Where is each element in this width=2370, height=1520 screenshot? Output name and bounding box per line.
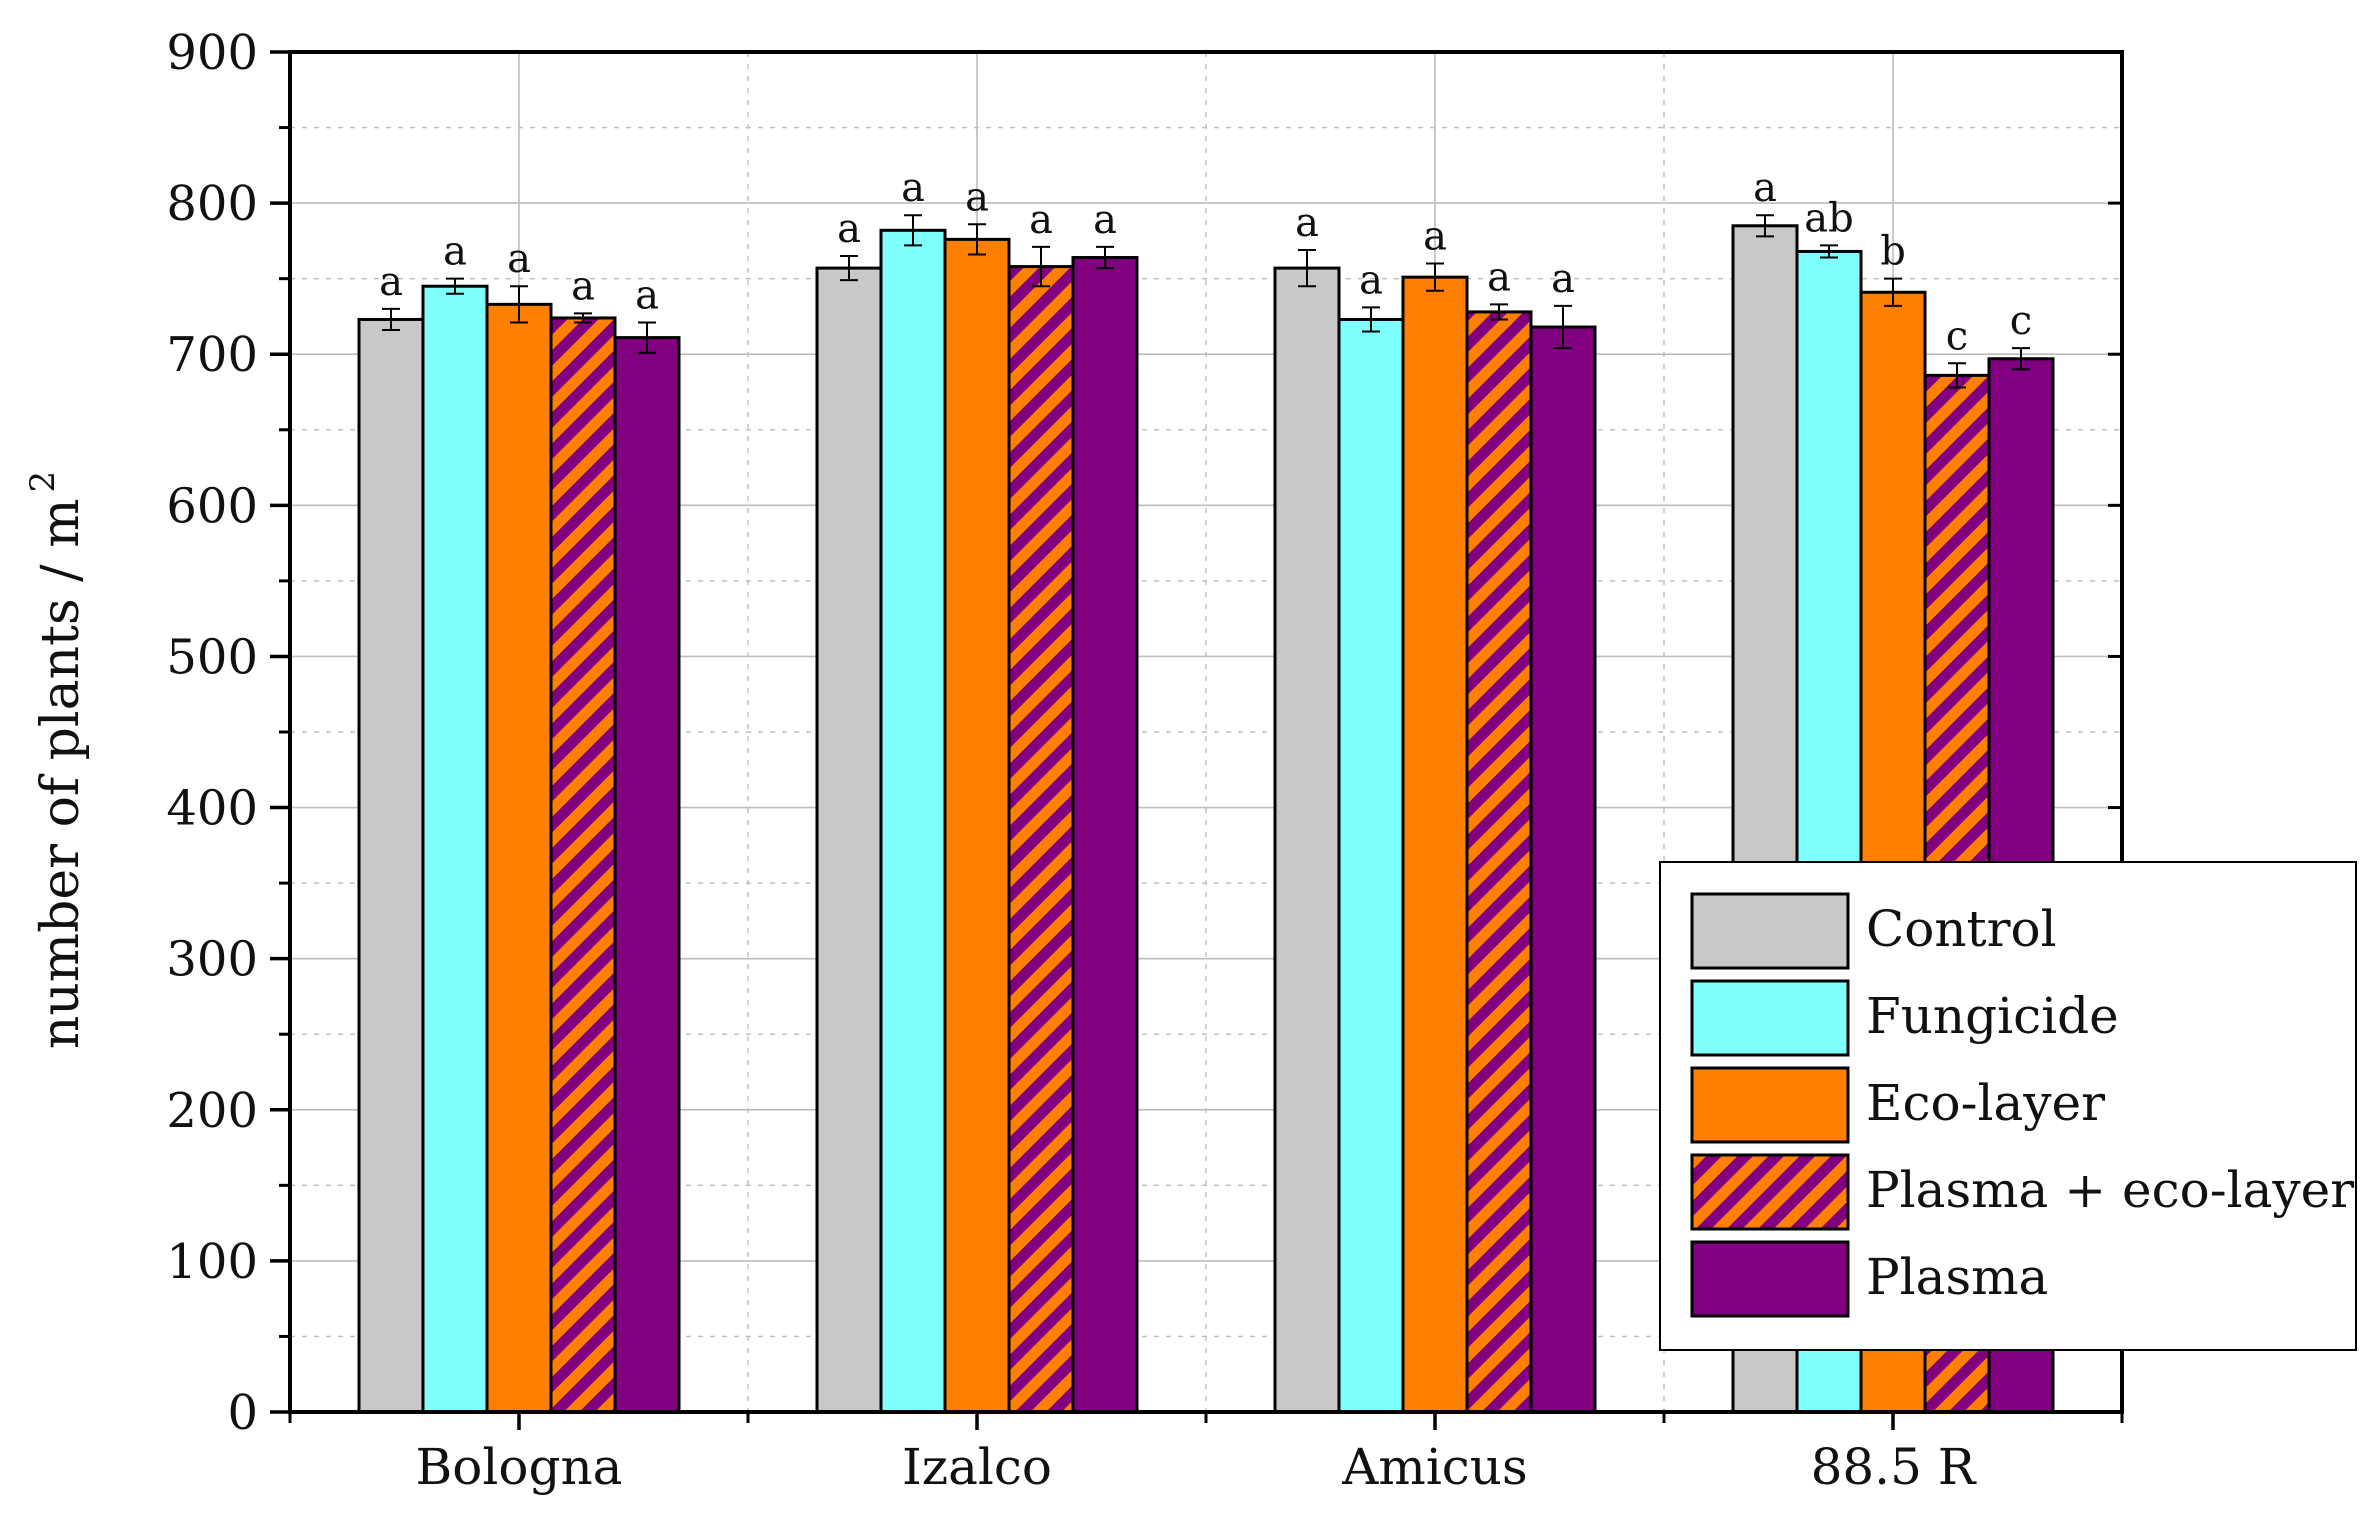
y-tick-label: 700 [166,327,258,383]
legend-label-control: Control [1866,900,2057,958]
legend-swatch-eco_layer [1690,1066,1850,1144]
significance-label: b [1880,229,1906,275]
significance-label: a [507,236,531,282]
legend-label-fungicide: Fungicide [1866,987,2119,1045]
significance-label: a [443,229,467,275]
significance-label: c [2010,298,2032,344]
significance-label: ab [1804,195,1853,241]
bar-control-amicus [1273,266,1341,1414]
significance-label: a [837,206,861,252]
y-tick-label: 0 [227,1385,258,1441]
bar-plasma-izalco [1071,256,1139,1414]
error-bar [1884,277,1902,307]
significance-label: a [1029,197,1053,243]
bar-fungicide-izalco [879,228,947,1414]
y-tick-label: 400 [166,781,258,837]
legend-label-eco_layer: Eco-layer [1866,1074,2105,1132]
significance-label: a [379,259,403,305]
legend-swatch-control [1690,892,1850,970]
legend-label-plasma_eco: Plasma + eco-layer [1866,1161,2354,1219]
significance-label: a [1093,197,1117,243]
bar-eco_layer-amicus [1401,275,1469,1414]
legend-swatch-fungicide [1690,979,1850,1057]
error-bar [840,255,858,282]
y-axis-label: number of plants / m2 [23,471,91,1049]
x-tick-label: Amicus [1341,1438,1527,1496]
significance-label: a [1551,256,1575,302]
error-bar [904,214,922,247]
y-tick-label: 200 [166,1083,258,1139]
x-tick-label: 88.5 R [1811,1438,1977,1496]
error-bar [1948,362,1966,389]
y-tick-label: 600 [166,478,258,534]
bar-control-bologna [357,317,425,1414]
y-tick-label: 500 [166,629,258,685]
error-bar [2012,347,2030,371]
error-bar [574,312,592,324]
error-bar [1032,245,1050,288]
y-tick-label: 100 [166,1234,258,1290]
bar-plasma_eco-amicus [1465,310,1533,1414]
y-tick-label: 300 [166,932,258,988]
legend-swatch-plasma [1690,1240,1850,1318]
bar-plasma_eco-bologna [549,316,617,1414]
error-bar [382,307,400,332]
error-bar [446,277,464,295]
significance-label: a [1423,214,1447,260]
error-bar [1298,248,1316,288]
y-tick-label: 800 [166,176,258,232]
significance-label: a [1487,254,1511,300]
error-bar [1362,306,1380,333]
significance-label: a [571,263,595,309]
error-bar [1554,304,1572,350]
error-bar [1490,303,1508,321]
legend-label-plasma: Plasma [1866,1248,2048,1306]
significance-label: a [1359,257,1383,303]
x-tick-label: Izalco [902,1438,1052,1496]
significance-label: c [1946,313,1968,359]
bar-eco_layer-izalco [943,237,1011,1414]
legend-swatch-plasma_eco [1690,1153,1850,1231]
bar-fungicide-amicus [1337,317,1405,1414]
bar-plasma-amicus [1529,325,1597,1414]
significance-label: a [965,174,989,220]
bar-control-izalco [815,266,883,1414]
significance-label: a [1295,200,1319,246]
error-bar [638,321,656,354]
bar-fungicide-bologna [421,284,489,1414]
significance-label: a [901,165,925,211]
error-bar [968,223,986,256]
bar-plasma_eco-izalco [1007,265,1075,1414]
significance-label: a [1753,165,1777,211]
significance-label: a [635,272,659,318]
error-bar [1096,245,1114,270]
y-tick-label: 900 [166,25,258,81]
error-bar [510,285,528,324]
bar-plasma-bologna [613,336,681,1414]
x-tick-label: Bologna [416,1438,623,1496]
error-bar [1426,262,1444,292]
bar-eco_layer-bologna [485,302,553,1414]
error-bar [1756,214,1774,238]
error-bar [1820,244,1838,259]
legend: Control Fungicide Eco-layer Plasma + eco-la… [1659,861,2357,1351]
